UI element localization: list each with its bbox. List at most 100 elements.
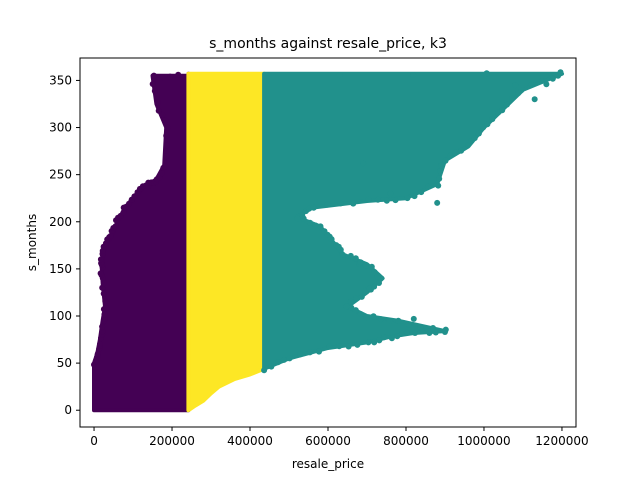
data-point [281, 356, 287, 363]
data-point [164, 124, 171, 131]
data-point [411, 193, 418, 200]
data-point [471, 135, 478, 142]
data-point [387, 190, 394, 197]
data-point [97, 256, 104, 263]
y-tick-label: 0 [64, 403, 72, 417]
x-axis-label: resale_price [292, 457, 364, 471]
data-point [418, 189, 425, 196]
data-point [306, 205, 312, 212]
data-point [347, 252, 354, 259]
data-point [261, 367, 268, 374]
data-point [452, 149, 459, 156]
data-point [299, 212, 306, 219]
y-tick-label: 50 [57, 356, 72, 370]
data-point [154, 99, 161, 106]
data-point [317, 223, 324, 230]
data-point [484, 121, 491, 128]
data-point [503, 101, 510, 108]
data-point [353, 295, 359, 302]
data-point [97, 270, 104, 277]
data-point [163, 153, 170, 160]
y-tick-label: 200 [49, 215, 72, 229]
data-point [343, 303, 350, 310]
data-point [434, 199, 441, 206]
data-point [275, 359, 281, 366]
data-point [392, 197, 399, 204]
data-point [352, 255, 359, 262]
data-point [378, 316, 385, 323]
data-point [539, 77, 545, 84]
data-point [405, 321, 412, 328]
data-point [336, 343, 343, 350]
data-point [358, 293, 365, 300]
data-point [388, 335, 395, 342]
data-point [403, 329, 410, 336]
data-point [410, 72, 417, 78]
data-point [438, 162, 445, 169]
data-point [149, 81, 156, 87]
data-point [480, 124, 487, 131]
data-point [337, 200, 344, 207]
data-point [499, 107, 506, 114]
data-point [120, 209, 127, 216]
data-point [336, 72, 343, 79]
data-point [447, 152, 454, 159]
data-point [395, 317, 402, 324]
data-point [531, 96, 538, 103]
x-tick-label: 200000 [149, 434, 195, 448]
data-point [386, 318, 393, 324]
data-point [103, 305, 110, 312]
data-point [557, 69, 564, 76]
data-point [366, 285, 373, 292]
data-point [175, 71, 182, 78]
data-point [489, 116, 496, 123]
data-point [365, 339, 372, 346]
data-point [371, 339, 378, 346]
data-point [365, 196, 372, 203]
data-point [307, 219, 313, 226]
data-point [306, 349, 313, 356]
data-point [151, 88, 158, 94]
x-tick-label: 400000 [227, 434, 273, 448]
data-point [150, 72, 157, 79]
y-tick-label: 250 [49, 168, 72, 182]
data-point [163, 132, 170, 139]
data-point [155, 107, 162, 114]
data-point [383, 197, 390, 204]
data-point [370, 313, 377, 320]
data-point [425, 328, 432, 335]
data-point [312, 222, 319, 229]
data-point [167, 73, 174, 80]
data-point [316, 348, 322, 355]
data-point [131, 193, 138, 200]
data-point [425, 183, 432, 190]
data-point [436, 175, 443, 182]
data-point [101, 311, 108, 318]
points-layer [91, 69, 564, 413]
data-point [360, 160, 367, 167]
data-point [437, 168, 444, 175]
x-tick-label: 1200000 [535, 434, 588, 448]
data-point [528, 81, 535, 88]
data-point [376, 337, 383, 344]
data-point [333, 242, 340, 249]
data-point [352, 307, 359, 314]
data-point [286, 355, 293, 362]
y-tick-label: 350 [49, 73, 72, 87]
data-point [99, 328, 106, 335]
data-point [362, 262, 369, 269]
data-point [381, 334, 388, 341]
data-point [297, 351, 304, 358]
data-point [107, 233, 114, 239]
data-point [354, 341, 361, 348]
data-point [417, 324, 424, 331]
data-point [324, 201, 331, 208]
x-axis: 0 200000 400000 600000 800000 1000000 1200000 [90, 427, 589, 448]
data-point [345, 343, 352, 350]
y-tick-label: 100 [49, 309, 72, 323]
data-point [549, 75, 556, 82]
data-point [339, 251, 346, 258]
data-point [99, 323, 106, 330]
data-point [158, 170, 165, 177]
data-point [435, 182, 442, 189]
